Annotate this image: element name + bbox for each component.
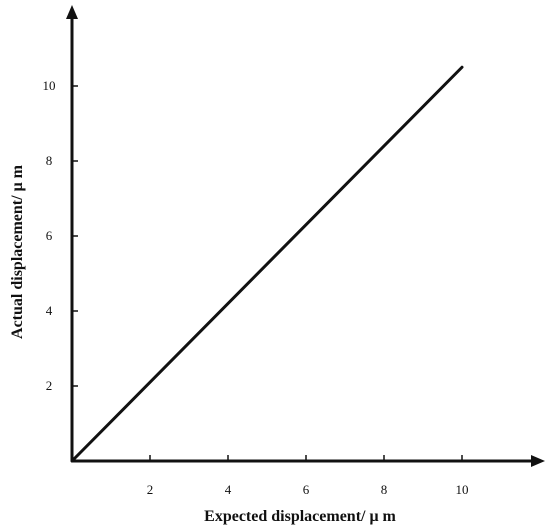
- x-tick-label-4: 4: [225, 482, 232, 497]
- y-tick-label-8: 8: [46, 153, 53, 168]
- series-layer: [70, 65, 464, 463]
- x-tick-label-8: 8: [381, 482, 388, 497]
- ticks-layer: 2 4 6 8 10 2 4 6 8 10: [43, 78, 469, 497]
- y-axis-arrowhead: [66, 5, 78, 19]
- y-tick-label-6: 6: [46, 228, 53, 243]
- x-axis-title: Expected displacement/ μ m: [204, 508, 396, 525]
- y-tick-label-4: 4: [46, 303, 53, 318]
- x-axis-arrowhead: [531, 455, 545, 467]
- axes-layer: [66, 5, 545, 467]
- y-axis-title: Actual displacement/ μ m: [9, 164, 26, 339]
- y-tick-label-2: 2: [46, 378, 53, 393]
- series-line-0: [70, 65, 464, 463]
- y-tick-label-10: 10: [43, 78, 56, 93]
- x-tick-label-10: 10: [456, 482, 469, 497]
- x-tick-label-2: 2: [147, 482, 154, 497]
- x-tick-label-6: 6: [303, 482, 310, 497]
